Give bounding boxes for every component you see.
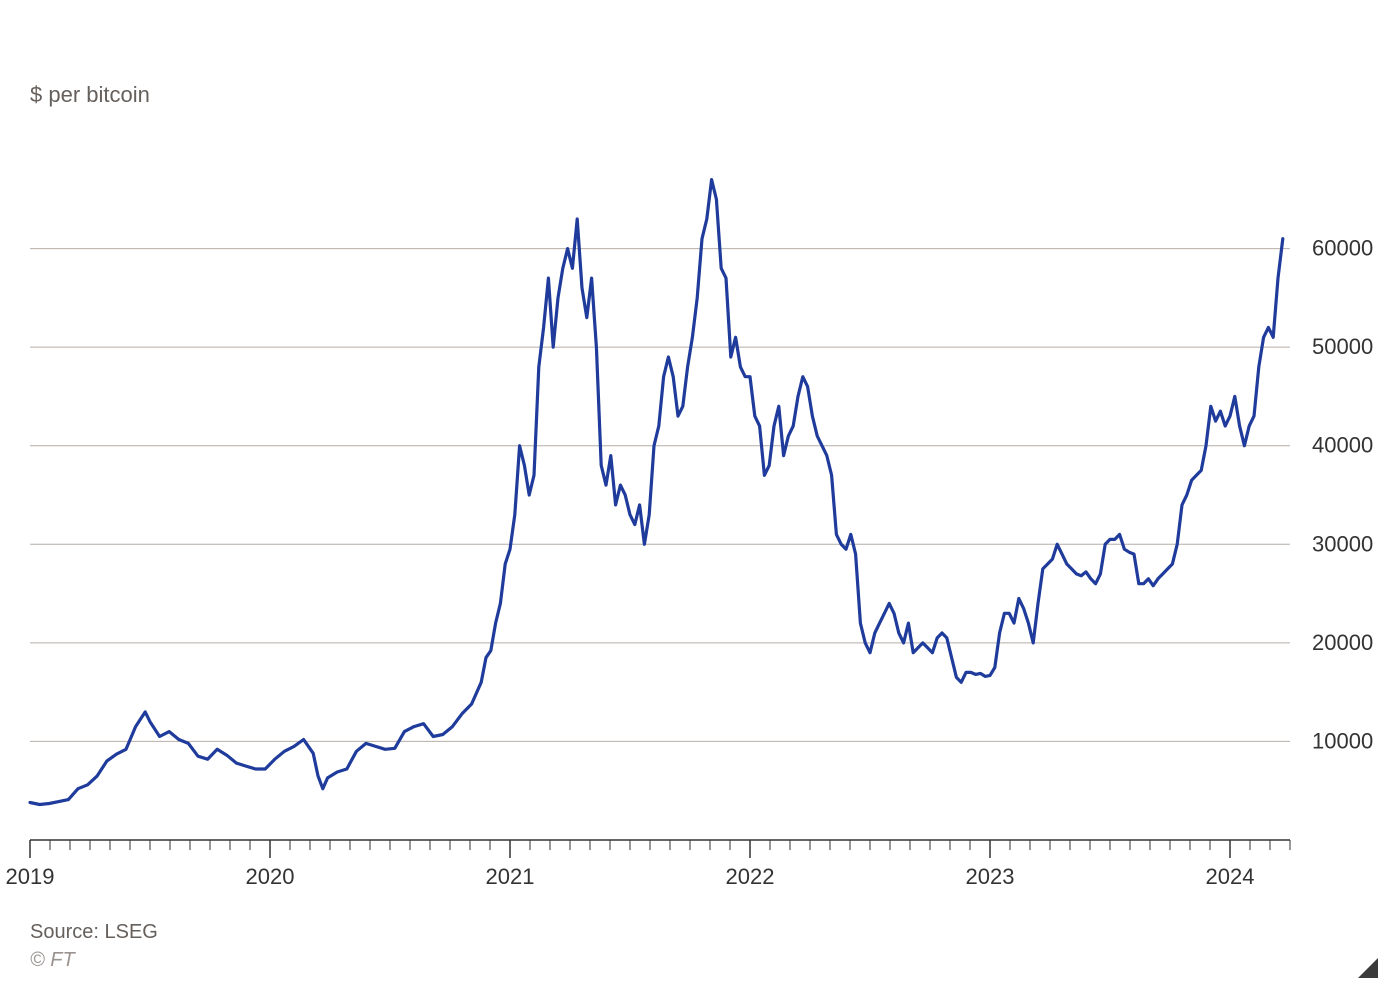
y-tick-label: 10000 bbox=[1312, 728, 1373, 753]
x-tick-label: 2022 bbox=[726, 864, 775, 889]
y-tick-label: 50000 bbox=[1312, 334, 1373, 359]
y-tick-label: 40000 bbox=[1312, 433, 1373, 458]
x-tick-label: 2024 bbox=[1206, 864, 1255, 889]
y-tick-label: 20000 bbox=[1312, 630, 1373, 655]
x-tick-label: 2021 bbox=[486, 864, 535, 889]
y-tick-label: 60000 bbox=[1312, 236, 1373, 261]
x-tick-label: 2023 bbox=[966, 864, 1015, 889]
x-tick-label: 2019 bbox=[6, 864, 55, 889]
x-tick-label: 2020 bbox=[246, 864, 295, 889]
chart-container: $ per bitcoin 10000200003000040000500006… bbox=[0, 0, 1400, 1000]
resize-corner-icon bbox=[1358, 958, 1378, 978]
y-tick-label: 30000 bbox=[1312, 531, 1373, 556]
chart-svg: 10000 20000 30000 40000 50000 60000 2019 2020 20… bbox=[0, 0, 1400, 1000]
source-text: Source: LSEG bbox=[30, 921, 158, 944]
copyright-text: © FT bbox=[30, 949, 75, 972]
price-line bbox=[30, 180, 1283, 805]
